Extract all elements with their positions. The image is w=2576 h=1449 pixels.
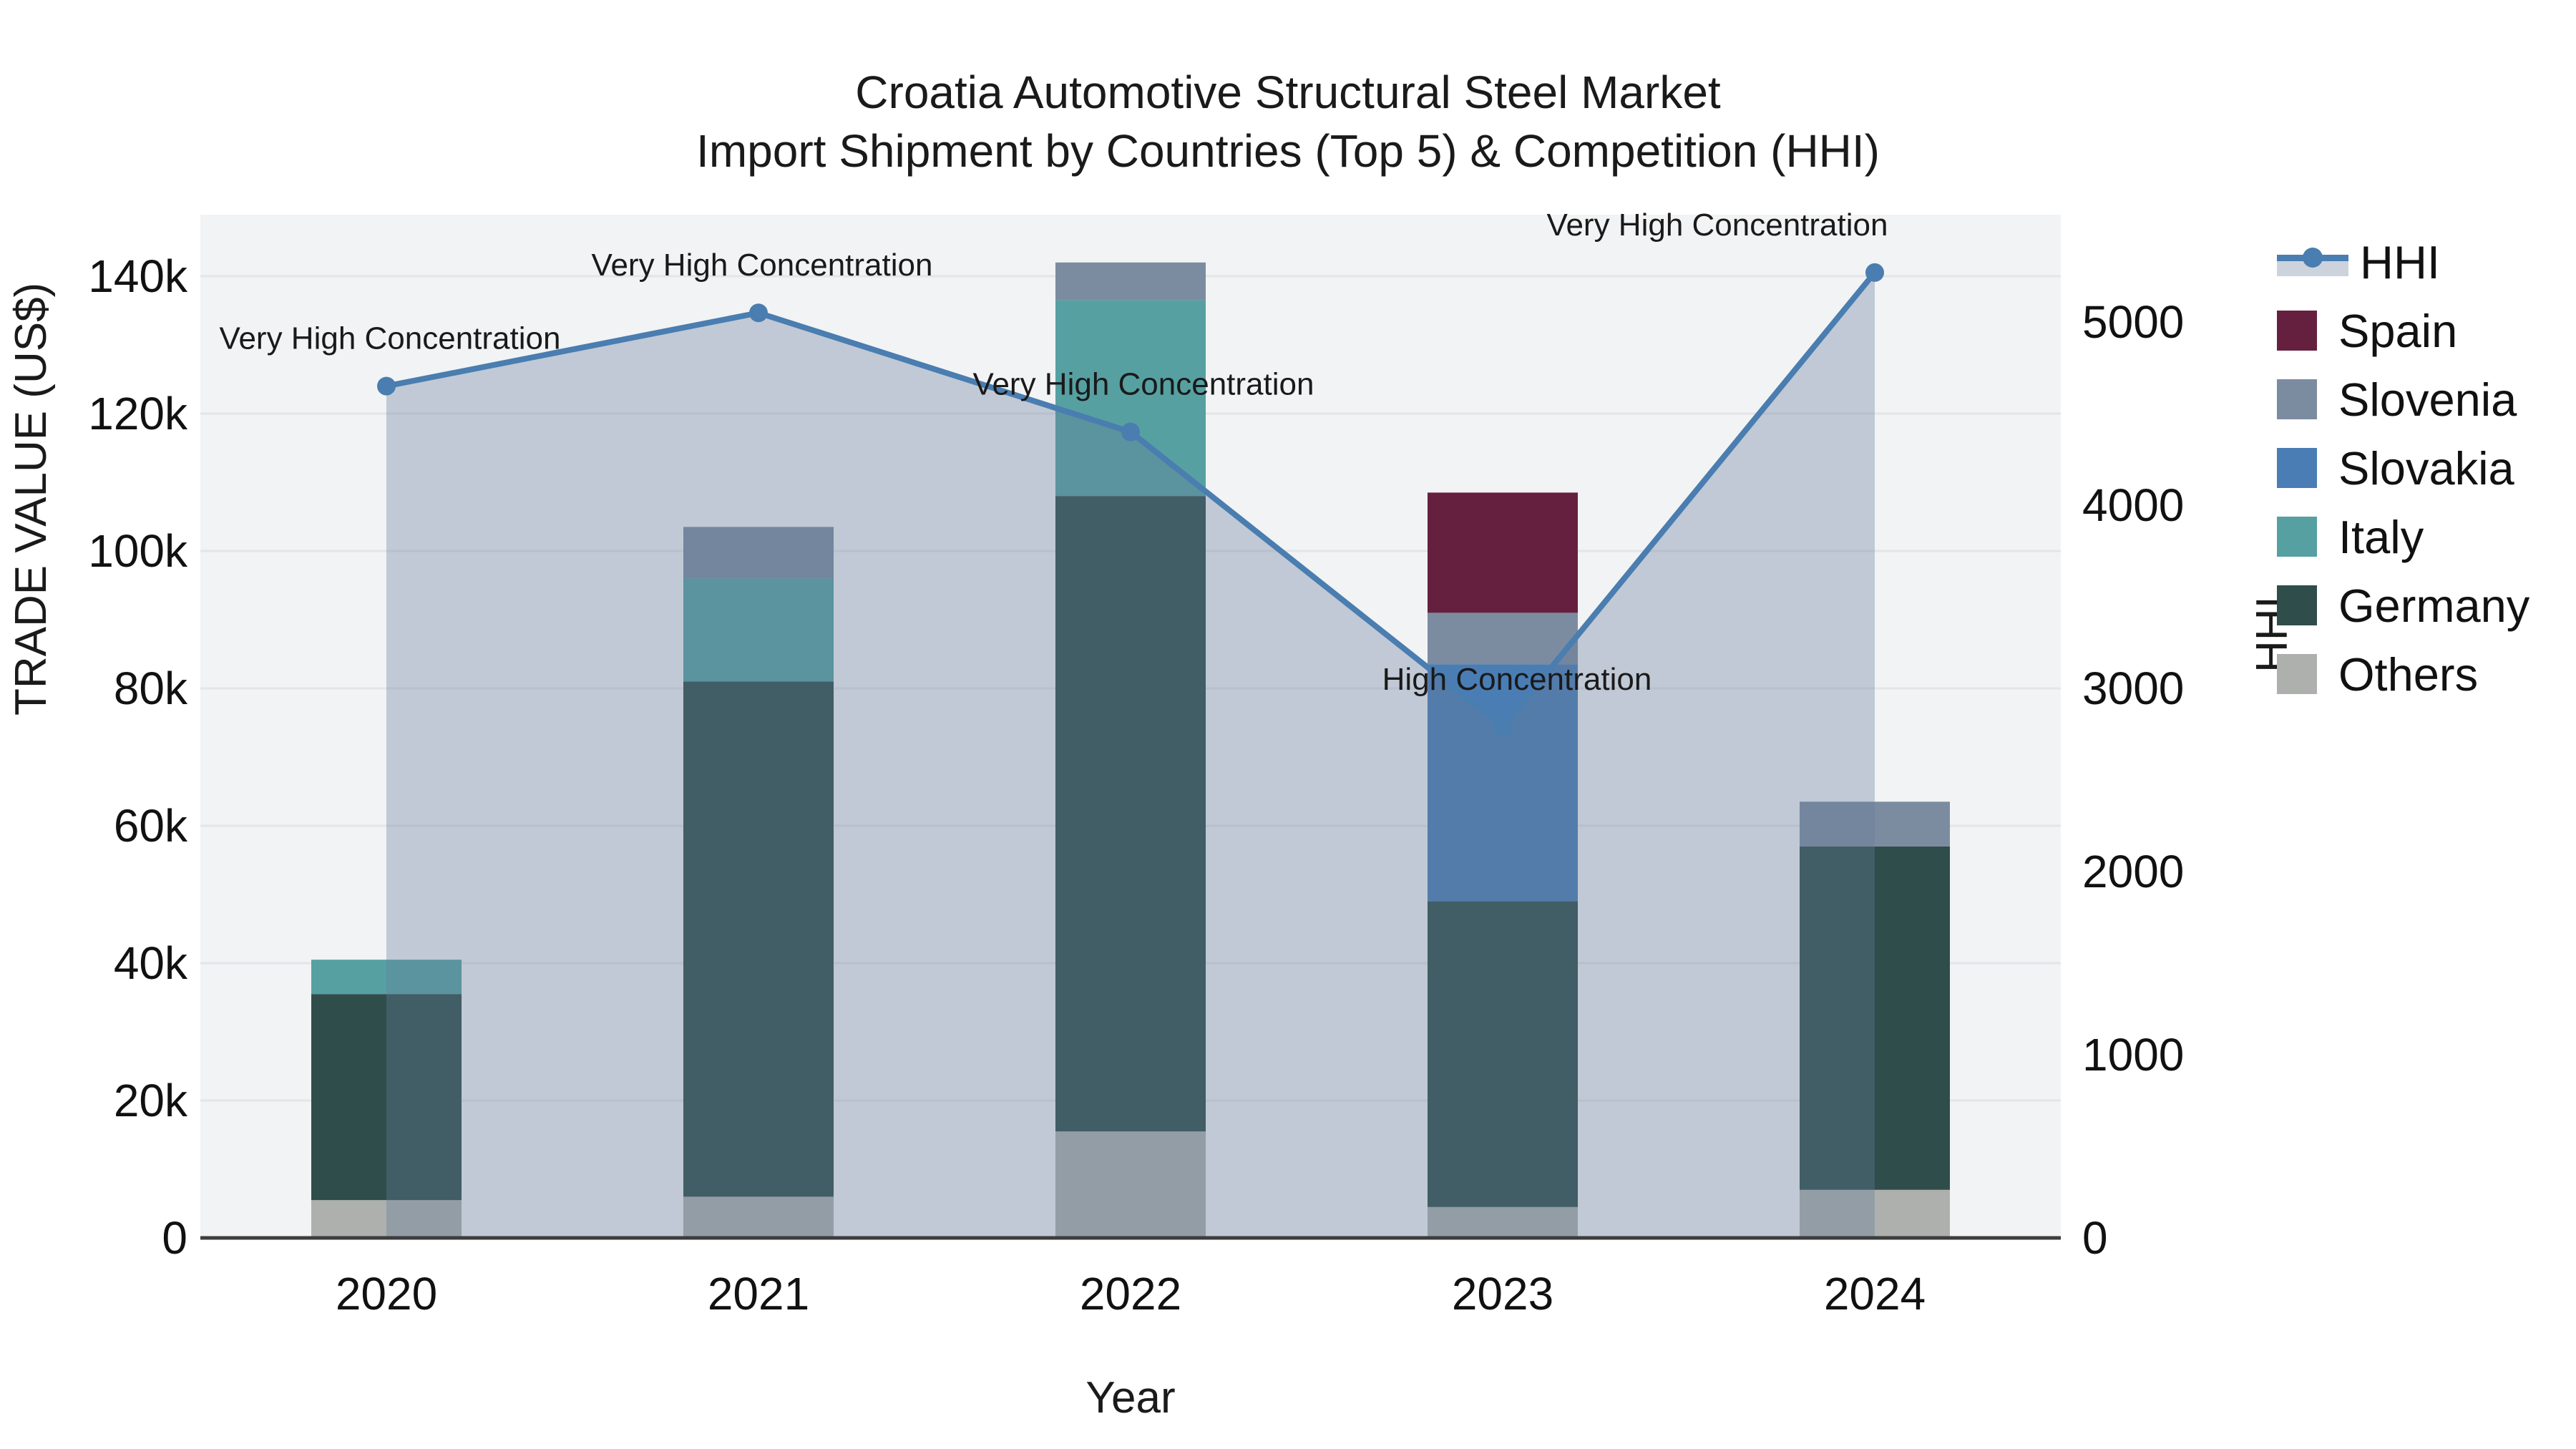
y-axis-title-left: TRADE VALUE (US$)	[6, 282, 56, 716]
annotation-2021: Very High Concentration	[592, 248, 933, 283]
y-left-tick-60k: 60k	[114, 800, 188, 852]
hhi-marker-2024[interactable]	[1865, 263, 1884, 282]
x-tick-2024: 2024	[1824, 1268, 1926, 1319]
x-tick-2023: 2023	[1452, 1268, 1553, 1319]
bar-segment-2020-others[interactable]	[311, 1200, 462, 1238]
legend-swatch-others	[2277, 654, 2317, 694]
legend-item-slovenia[interactable]: Slovenia	[2277, 365, 2529, 434]
bar-segment-2021-italy[interactable]	[683, 578, 834, 682]
hhi-marker-2022[interactable]	[1121, 422, 1140, 441]
bar-segment-2022-germany[interactable]	[1055, 496, 1206, 1132]
legend-swatch-germany	[2277, 585, 2317, 625]
y-right-tick-4000: 4000	[2082, 479, 2184, 531]
hhi-line-icon	[2277, 242, 2348, 282]
legend-swatch-slovakia	[2277, 448, 2317, 488]
legend-item-hhi[interactable]: HHI	[2277, 228, 2529, 296]
legend-swatch-spain	[2277, 311, 2317, 351]
bar-segment-2023-germany[interactable]	[1428, 901, 1578, 1207]
annotation-2024: Very High Concentration	[1547, 208, 1888, 243]
bar-segment-2024-germany[interactable]	[1800, 846, 1950, 1190]
legend-item-italy[interactable]: Italy	[2277, 502, 2529, 571]
hhi-marker-2021[interactable]	[749, 303, 768, 323]
annotation-2023: High Concentration	[1382, 662, 1652, 697]
legend-label-germany: Germany	[2338, 579, 2530, 632]
bar-segment-2024-others[interactable]	[1800, 1189, 1950, 1238]
hhi-area-fill	[386, 272, 1875, 1238]
bar-segment-2022-slovenia[interactable]	[1055, 262, 1206, 301]
x-tick-2022: 2022	[1080, 1268, 1181, 1319]
y-left-tick-120k: 120k	[88, 388, 188, 439]
chart-title-line2: Import Shipment by Countries (Top 5) & C…	[696, 125, 1880, 177]
annotation-2020: Very High Concentration	[220, 321, 561, 356]
y-right-tick-2000: 2000	[2082, 846, 2184, 897]
annotation-2022: Very High Concentration	[973, 367, 1314, 402]
y-left-tick-140k: 140k	[88, 250, 188, 302]
legend-label-hhi: HHI	[2360, 235, 2440, 288]
y-right-tick-0: 0	[2082, 1212, 2108, 1264]
chart-title-line1: Croatia Automotive Structural Steel Mark…	[855, 67, 1721, 118]
legend-item-germany[interactable]: Germany	[2277, 571, 2529, 640]
y-right-tick-5000: 5000	[2082, 296, 2184, 348]
legend-label-slovenia: Slovenia	[2338, 373, 2517, 426]
legend-item-slovakia[interactable]: Slovakia	[2277, 434, 2529, 502]
bar-segment-2021-slovenia[interactable]	[683, 527, 834, 579]
y-left-tick-20k: 20k	[114, 1075, 188, 1126]
bar-segment-2020-germany[interactable]	[311, 994, 462, 1201]
legend-item-spain[interactable]: Spain	[2277, 296, 2529, 365]
legend-label-others: Others	[2338, 648, 2479, 701]
y-left-tick-100k: 100k	[88, 525, 188, 577]
y-left-tick-40k: 40k	[114, 937, 188, 989]
bar-segment-2023-slovenia[interactable]	[1428, 613, 1578, 665]
y-left-tick-80k: 80k	[114, 663, 188, 714]
bar-segment-2020-italy[interactable]	[311, 960, 462, 995]
y-right-tick-3000: 3000	[2082, 663, 2184, 714]
bar-segment-2022-italy[interactable]	[1055, 300, 1206, 497]
bar-segment-2021-germany[interactable]	[683, 681, 834, 1197]
y-right-tick-1000: 1000	[2082, 1029, 2184, 1080]
legend: HHI Spain Slovenia Slovakia Italy Germany Othe…	[2277, 228, 2529, 708]
legend-swatch-slovenia	[2277, 379, 2317, 419]
bar-segment-2023-slovakia[interactable]	[1428, 664, 1578, 902]
bar-segment-2021-others[interactable]	[683, 1196, 834, 1238]
hhi-marker-2023[interactable]	[1493, 717, 1512, 736]
bar-segment-2022-others[interactable]	[1055, 1131, 1206, 1238]
legend-swatch-italy	[2277, 517, 2317, 557]
legend-label-italy: Italy	[2338, 510, 2424, 563]
y-left-tick-0: 0	[162, 1212, 187, 1264]
chart-title: Croatia Automotive Structural Steel Mark…	[0, 63, 2576, 180]
bar-segment-2023-spain[interactable]	[1428, 492, 1578, 613]
hhi-marker-2020[interactable]	[377, 376, 396, 396]
x-tick-2021: 2021	[708, 1268, 809, 1319]
x-tick-2020: 2020	[336, 1268, 437, 1319]
bar-segment-2023-others[interactable]	[1428, 1206, 1578, 1238]
legend-item-others[interactable]: Others	[2277, 640, 2529, 708]
legend-label-spain: Spain	[2338, 304, 2458, 357]
bar-segment-2024-slovenia[interactable]	[1800, 801, 1950, 847]
legend-label-slovakia: Slovakia	[2338, 441, 2514, 494]
x-axis-title: Year	[1085, 1373, 1176, 1423]
